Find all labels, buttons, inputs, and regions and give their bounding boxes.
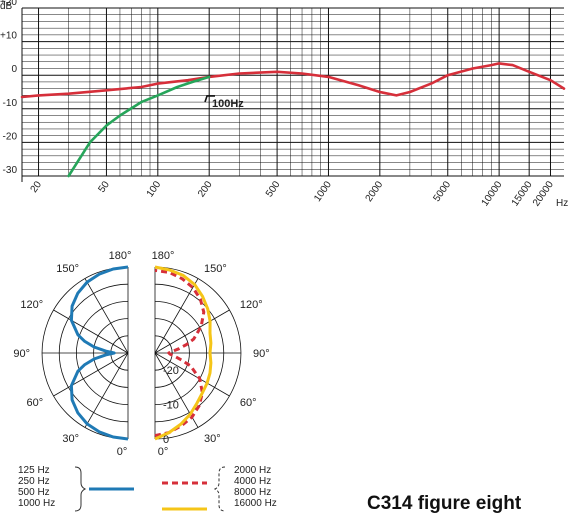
polar-spoke bbox=[154, 278, 199, 354]
polar-spoke bbox=[84, 352, 129, 428]
polar-spoke bbox=[53, 309, 129, 354]
x-tick-label: 20000 bbox=[531, 179, 556, 208]
angle-label: 120° bbox=[240, 299, 263, 311]
curve-main bbox=[20, 62, 566, 99]
polar-labels: 180° 180° 150° 150° 120° 120° 90° 90° 60° 60° 30° 3… bbox=[13, 250, 269, 458]
polar-grid bbox=[41, 266, 242, 440]
legend-left-label: 125 Hz bbox=[18, 465, 50, 476]
angle-label: 180° bbox=[109, 250, 132, 262]
y-tick-label: -20 bbox=[3, 131, 18, 142]
x-tick-label: 2000 bbox=[364, 179, 386, 204]
angle-label: 30° bbox=[62, 433, 79, 445]
legend-right-label: 16000 Hz bbox=[234, 498, 277, 509]
x-tick-label: 500 bbox=[264, 179, 283, 199]
x-tick-label: 200 bbox=[196, 179, 215, 199]
angle-label: 30° bbox=[204, 433, 221, 445]
polar-curve-red bbox=[154, 268, 206, 438]
legend-right-label: 4000 Hz bbox=[234, 476, 271, 487]
angle-label: 180° bbox=[152, 250, 175, 262]
y-tick-label: 0 bbox=[11, 64, 17, 75]
y-tick-label: +20 bbox=[0, 0, 17, 8]
polar-pattern-chart: 180° 180° 150° 150° 120° 120° 90° 90° 60° 60° 30° 3… bbox=[13, 250, 277, 512]
frequency-grid bbox=[21, 7, 564, 182]
legend-right-label: 8000 Hz bbox=[234, 487, 271, 498]
angle-label: 0° bbox=[158, 446, 169, 458]
legend-left-label: 1000 Hz bbox=[18, 498, 55, 509]
frequency-series bbox=[20, 62, 566, 178]
polar-curve-blue bbox=[69, 265, 129, 441]
y-axis-label: dB bbox=[0, 1, 13, 12]
x-tick-label: 1000 bbox=[312, 179, 334, 204]
x-axis-label: Hz bbox=[556, 198, 568, 209]
legend-left-brace bbox=[74, 466, 87, 512]
angle-label: 150° bbox=[56, 263, 79, 275]
angle-label: 120° bbox=[20, 299, 43, 311]
legend-right-label: 2000 Hz bbox=[234, 465, 271, 476]
curve-filter bbox=[67, 75, 211, 178]
angle-label: 90° bbox=[13, 348, 30, 360]
polar-spoke bbox=[154, 309, 230, 354]
polar-curve-yellow bbox=[154, 265, 213, 441]
legend-right-brace bbox=[213, 466, 226, 512]
angle-label: 0° bbox=[117, 446, 128, 458]
frequency-response-chart: +20 +10 0 -10 -20 -30 20 50 100 200 500 1000 2000 500… bbox=[0, 0, 568, 209]
annotation-label: 100Hz bbox=[212, 98, 244, 110]
polar-series bbox=[69, 265, 213, 441]
x-tick-label: 15000 bbox=[510, 179, 535, 208]
highpass-icon bbox=[204, 95, 215, 103]
polar-spoke bbox=[84, 278, 129, 354]
angle-label: 90° bbox=[253, 348, 270, 360]
x-tick-label: 5000 bbox=[431, 179, 453, 204]
x-tick-label: 20 bbox=[29, 179, 45, 195]
legend-left-label: 500 Hz bbox=[18, 487, 50, 498]
angle-label: 60° bbox=[26, 397, 43, 409]
x-tick-label: 50 bbox=[97, 179, 113, 195]
radial-label: -20 bbox=[163, 365, 179, 377]
filter-annotation: 100Hz bbox=[204, 95, 244, 110]
model-title: C314 figure eight bbox=[367, 493, 522, 514]
legend-left-label: 250 Hz bbox=[18, 476, 50, 487]
polar-spoke bbox=[154, 352, 230, 397]
polar-spoke bbox=[53, 352, 129, 397]
radial-label: -10 bbox=[163, 400, 179, 412]
y-tick-label: -30 bbox=[3, 165, 18, 176]
angle-label: 60° bbox=[240, 397, 257, 409]
x-tick-label: 100 bbox=[145, 179, 164, 199]
y-tick-label: -10 bbox=[3, 98, 18, 109]
angle-label: 150° bbox=[204, 263, 227, 275]
y-tick-label: +10 bbox=[0, 31, 17, 42]
x-tick-label: 10000 bbox=[480, 179, 505, 208]
radial-label: 0 bbox=[163, 434, 169, 446]
